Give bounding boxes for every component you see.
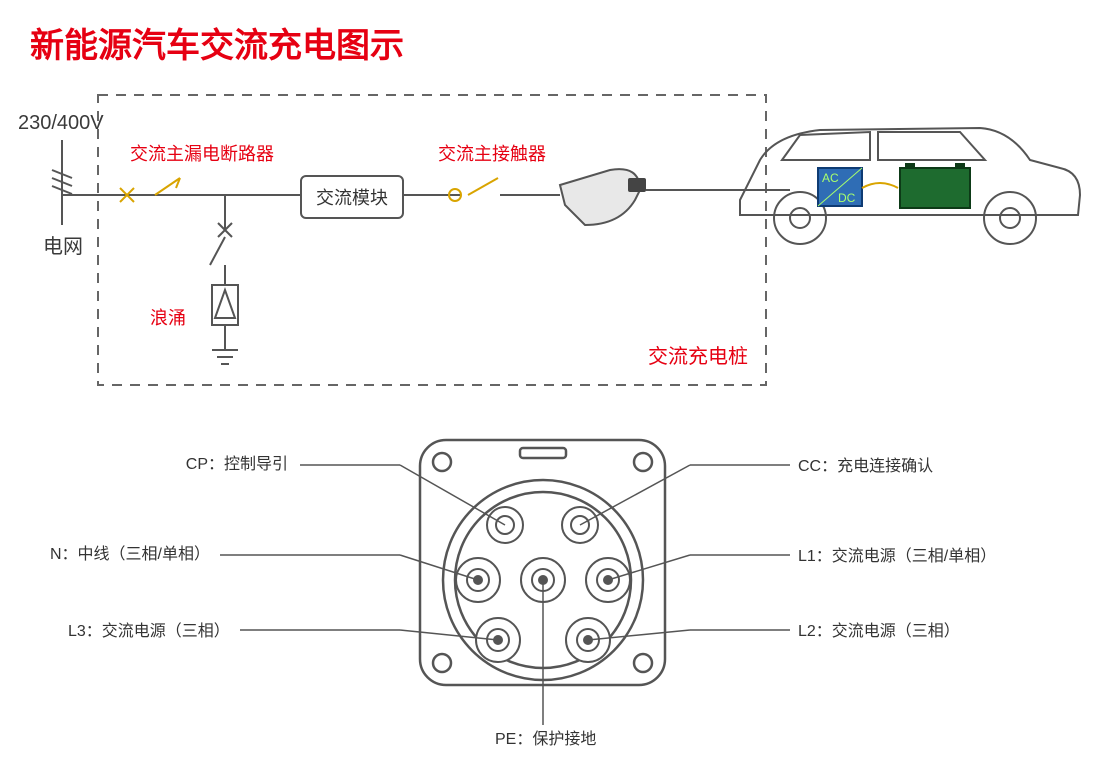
battery-icon [900, 168, 970, 208]
pin-label-n: N：中线（三相/单相） [20, 540, 210, 564]
pin-label-l3: L3：交流电源（三相） [68, 617, 230, 641]
battery-terminal [955, 163, 965, 169]
pin-label-l1: L1：交流电源（三相/单相） [798, 542, 996, 566]
acdc-text-dc: DC [838, 191, 856, 205]
surge-triangle [215, 290, 235, 318]
pin-label-cp: CP：控制导引 [178, 450, 288, 474]
car-internal-wire [862, 183, 898, 188]
charging-station-box [98, 95, 766, 385]
battery-terminal [905, 163, 915, 169]
charging-gun-icon [560, 169, 646, 225]
diagram-svg: AC DC [0, 0, 1106, 758]
acdc-text-ac: AC [822, 171, 839, 185]
breaker-switch [155, 178, 210, 195]
surge-switch-arm [210, 237, 225, 265]
pin-label-cc: CC：充电连接确认 [798, 452, 933, 476]
pin-label-l2: L2：交流电源（三相） [798, 617, 960, 641]
contactor-arm [468, 178, 498, 195]
pin-label-pe: PE：保护接地 [495, 725, 596, 749]
